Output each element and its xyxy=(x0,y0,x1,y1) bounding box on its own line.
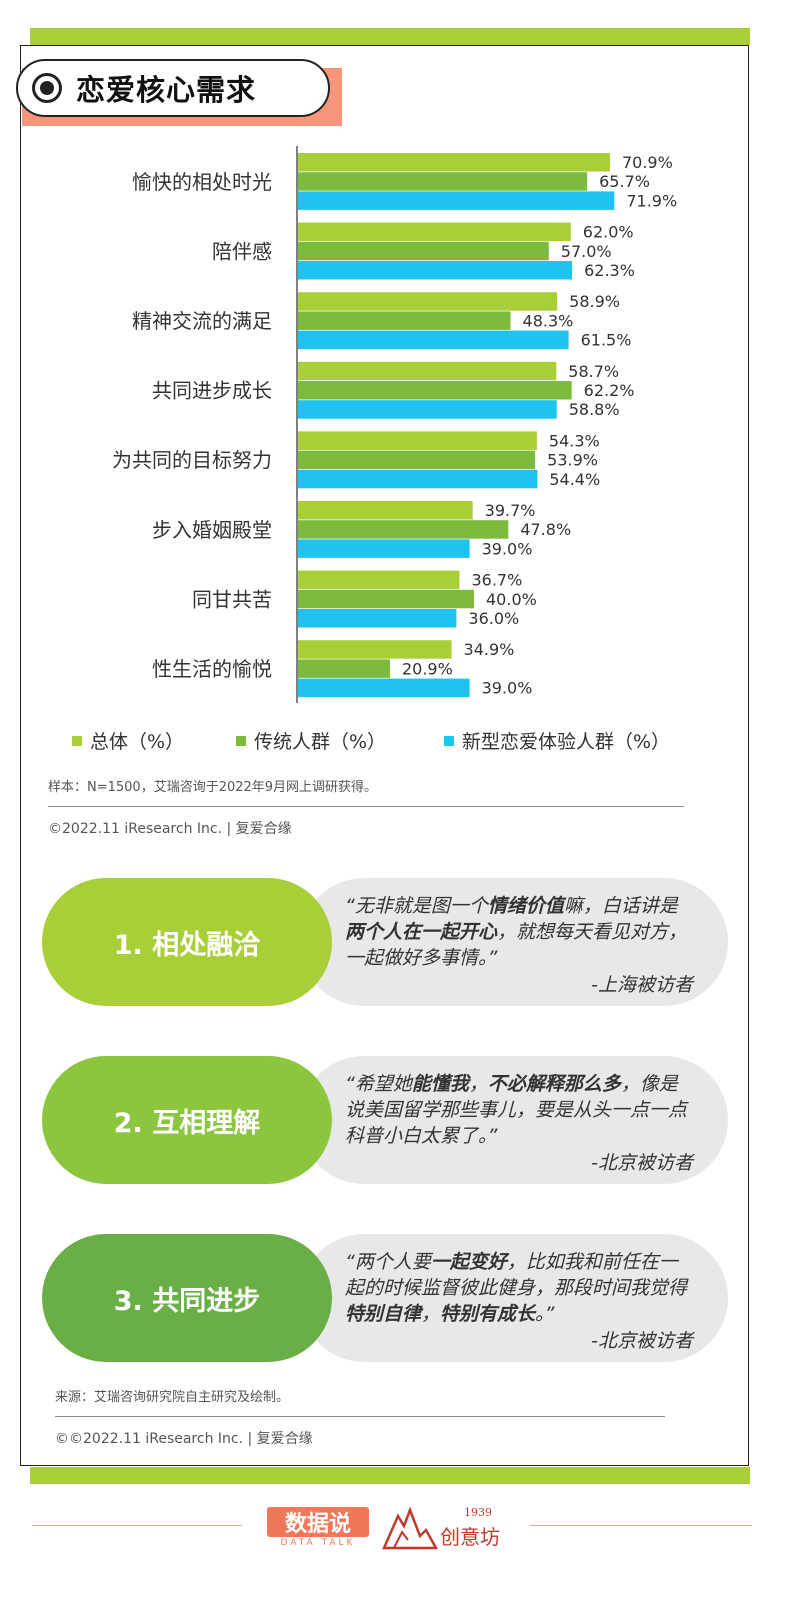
legend-label: 新型恋爱体验人群（%） xyxy=(462,731,671,753)
data-label: 61.5% xyxy=(581,331,632,350)
data-label: 48.3% xyxy=(523,311,574,330)
quote-text-1: “无非就是图一个情绪价值嘛，白话讲是两个人在一起开心，就想每天看见对方，一起做好… xyxy=(345,895,688,969)
bar xyxy=(298,501,473,520)
bar xyxy=(298,659,390,678)
title-badge: 恋爱核心需求 xyxy=(16,59,330,117)
bar xyxy=(298,311,511,330)
bar xyxy=(298,640,452,659)
category-label: 愉快的相处时光 xyxy=(132,170,272,194)
logo-year: 1939 xyxy=(464,1506,492,1519)
data-label: 40.0% xyxy=(486,590,537,609)
bar xyxy=(298,261,573,280)
bar xyxy=(298,361,557,381)
category-label: 性生活的愉悦 xyxy=(152,657,272,681)
bar xyxy=(298,153,610,172)
bar xyxy=(298,589,474,609)
source-note: 来源：艾瑞咨询研究院自主研究及绘制。 xyxy=(55,1390,290,1405)
divider xyxy=(55,1416,665,1417)
bar xyxy=(298,431,537,450)
data-label: 39.0% xyxy=(482,539,533,558)
data-label: 62.3% xyxy=(584,261,635,280)
bar-chart: 愉快的相处时光 70.9%65.7%71.9% 陪伴感 62.0%57.0%62.3%… xyxy=(112,146,677,703)
quote-source-2: -北京被访者 xyxy=(591,1152,693,1174)
bar xyxy=(298,241,549,261)
legend-item-new-type: 新型恋爱体验人群（%） xyxy=(444,727,670,754)
legend-label: 总体（%） xyxy=(90,731,185,753)
quote-source-1: -上海被访者 xyxy=(591,974,693,996)
bar xyxy=(298,539,470,558)
footer-line-right xyxy=(530,1525,752,1526)
data-label: 36.7% xyxy=(471,571,522,590)
data-label: 54.3% xyxy=(549,431,600,450)
bar xyxy=(298,570,460,590)
legend-swatch xyxy=(444,735,454,746)
bar xyxy=(298,609,457,628)
legend-swatch xyxy=(72,735,82,746)
legend-item-overall: 总体（%） xyxy=(72,727,184,754)
quote-text-3: “两个人要一起变好，比如我和前任在一起的时候监督彼此健身，那段时间我觉得特别自律… xyxy=(345,1251,688,1325)
data-label: 65.7% xyxy=(599,172,650,191)
quote-bubble-1 xyxy=(300,878,728,1006)
bar xyxy=(298,381,572,400)
bar xyxy=(298,292,558,311)
data-label: 71.9% xyxy=(626,191,677,210)
legend-item-traditional: 传统人群（%） xyxy=(236,727,386,754)
quote-source-3: -北京被访者 xyxy=(591,1330,693,1352)
mountain-logo-icon xyxy=(382,1506,439,1550)
bar xyxy=(298,191,615,210)
category-label: 陪伴感 xyxy=(212,239,272,263)
category-label: 精神交流的满足 xyxy=(132,309,272,333)
legend-swatch xyxy=(236,735,246,746)
category-label: 同甘共苦 xyxy=(192,587,272,611)
bar xyxy=(298,520,509,539)
data-label: 62.2% xyxy=(584,381,635,400)
data-label: 20.9% xyxy=(402,659,453,678)
bar xyxy=(298,469,538,489)
bar xyxy=(298,330,569,350)
divider xyxy=(48,806,684,807)
data-label: 58.9% xyxy=(569,292,620,311)
data-label: 57.0% xyxy=(561,242,612,261)
copyright-note: ©©2022.11 iResearch Inc. | 复爱合缘 xyxy=(55,1431,313,1447)
data-label: 47.8% xyxy=(520,520,571,539)
data-label: 70.9% xyxy=(622,153,673,172)
bar xyxy=(298,400,557,419)
quote-bubble-2 xyxy=(300,1056,728,1184)
legend-label: 传统人群（%） xyxy=(254,731,387,753)
quote-text-2: “希望她能懂我，不必解释那么多，像是说美国留学那些事儿，要是从头一点一点科普小白… xyxy=(345,1073,688,1147)
data-label: 62.0% xyxy=(583,223,634,242)
category-label: 共同进步成长 xyxy=(152,379,272,403)
data-label: 39.0% xyxy=(482,679,533,698)
footer-line-left xyxy=(32,1525,242,1526)
data-label: 58.7% xyxy=(568,362,619,381)
data-label: 54.4% xyxy=(549,470,600,489)
page-title: 恋爱核心需求 xyxy=(76,73,257,107)
data-label: 53.9% xyxy=(547,451,598,470)
bar xyxy=(298,172,588,191)
quote-label-3: 3. 共同进步 xyxy=(42,1234,332,1362)
creative-workshop-logo: 创意坊 xyxy=(440,1525,500,1549)
bar xyxy=(298,222,571,242)
quote-label-2: 2. 互相理解 xyxy=(42,1056,332,1184)
data-label: 58.8% xyxy=(569,400,620,419)
sample-note: 样本：N=1500，艾瑞咨询于2022年9月网上调研获得。 xyxy=(48,780,378,795)
bar xyxy=(298,678,470,698)
bar xyxy=(298,450,536,470)
data-talk-logo-sub: DATA TALK xyxy=(280,1538,356,1548)
data-label: 39.7% xyxy=(485,501,536,520)
data-talk-logo: 数据说 xyxy=(267,1507,369,1537)
quote-label-1: 1. 相处融洽 xyxy=(42,878,332,1006)
target-circle-icon xyxy=(32,73,62,103)
bottom-accent-bar xyxy=(30,1467,750,1484)
category-label: 步入婚姻殿堂 xyxy=(152,518,272,542)
top-accent-bar xyxy=(30,28,750,45)
content-frame xyxy=(20,45,749,1466)
copyright-note: ©2022.11 iResearch Inc. | 复爱合缘 xyxy=(48,821,292,837)
data-label: 36.0% xyxy=(468,609,519,628)
data-label: 34.9% xyxy=(464,640,515,659)
quote-bubble-3 xyxy=(300,1234,728,1362)
category-label: 为共同的目标努力 xyxy=(112,448,272,472)
